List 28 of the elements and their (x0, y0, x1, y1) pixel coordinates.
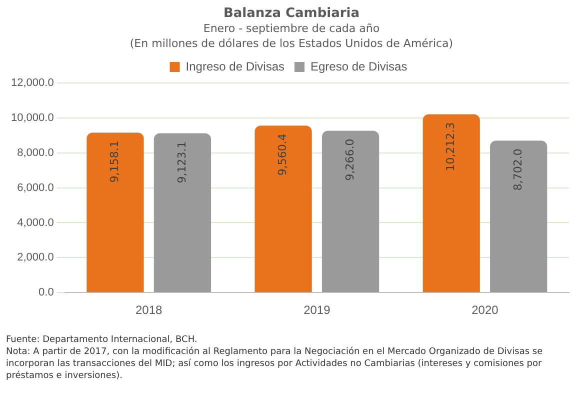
legend-label: Ingreso de Divisas (186, 59, 285, 74)
bar (154, 133, 212, 292)
chart-title: Balanza Cambiaria (222, 6, 361, 21)
text: 9,123.1 (175, 141, 188, 184)
chart-subtitle: Enero - septiembre de cada año (En millones de dólares de los Estados Unidos de América) (128, 21, 454, 51)
y-tick-label: 6,000.0 (17, 182, 54, 194)
y-tick-label: 12,000.0 (10, 77, 54, 90)
x-tick-label: 2019 (304, 303, 331, 318)
text: 9,158.1 (108, 140, 122, 183)
text: 9,560.4 (276, 134, 290, 176)
y-tick-label: 8,000.0 (17, 146, 54, 159)
text: Nota: A partir de 2017, con la modificación al Reglamento para la Negociación en el Mercado Organizado de Divisas se incorporan las transacciones del MID; así como los ingresos por Actividades no Cambiarias (intereses y comisiones por préstamos e inversiones). (6, 346, 544, 382)
bar (86, 132, 144, 292)
x-tick-label: 2020 (472, 303, 499, 318)
source-note: Fuente: Departamento Internacional, BCH. (6, 334, 198, 346)
legend-label: Egreso de Divisas (310, 59, 408, 74)
y-tick-label: 4,000.0 (17, 216, 54, 229)
bar (254, 126, 312, 292)
text: 9,266.0 (343, 138, 356, 181)
x-tick-label: 2018 (135, 303, 163, 318)
y-tick-label: 0.0 (38, 286, 54, 299)
bar (422, 114, 480, 292)
bar (490, 140, 548, 292)
text: 8,702.0 (511, 148, 524, 191)
bar (322, 130, 380, 292)
text: 10,212.3 (444, 122, 458, 172)
y-tick-label: 2,000.0 (17, 252, 54, 264)
y-tick-label: 10,000.0 (10, 112, 54, 124)
